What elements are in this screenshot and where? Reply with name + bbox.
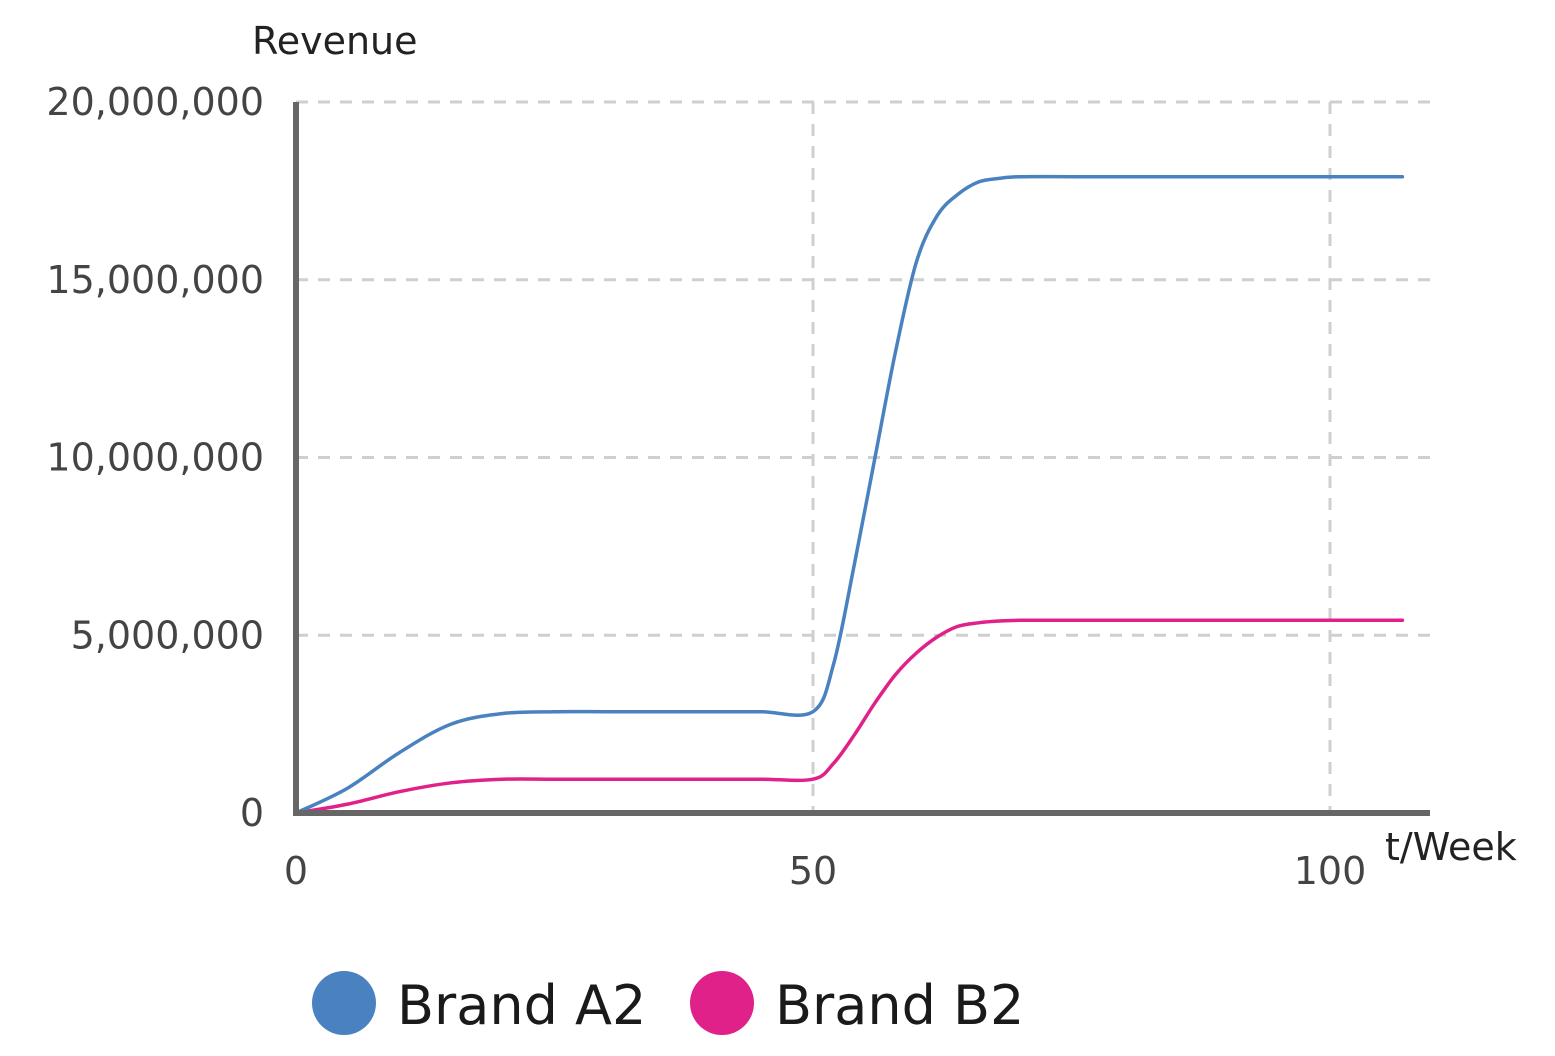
y-tick-label: 20,000,000 bbox=[46, 80, 264, 124]
y-tick-label: 15,000,000 bbox=[46, 258, 264, 302]
legend-swatch bbox=[690, 971, 754, 1035]
x-tick-label: 100 bbox=[1294, 849, 1367, 893]
y-axis-title: Revenue bbox=[252, 19, 418, 63]
legend: Brand A2 Brand B2 bbox=[312, 971, 1024, 1037]
series-layer bbox=[294, 174, 1405, 815]
x-tick-label: 0 bbox=[284, 849, 308, 893]
series-line-brand-a2 bbox=[294, 174, 1405, 815]
series-line-brand-b2 bbox=[294, 618, 1405, 815]
y-tick-label: 5,000,000 bbox=[71, 613, 264, 657]
legend-label: Brand A2 bbox=[397, 974, 646, 1037]
y-tick-label: 0 bbox=[240, 791, 264, 835]
x-tick-label: 50 bbox=[789, 849, 837, 893]
legend-swatch bbox=[312, 971, 376, 1035]
x-axis-title: t/Week bbox=[1385, 825, 1517, 869]
tick-label-layer: 0 5,000,000 10,000,000 15,000,000 20,000,000… bbox=[46, 80, 1366, 893]
legend-label: Brand B2 bbox=[775, 974, 1024, 1037]
grid-layer bbox=[296, 100, 1430, 813]
y-tick-label: 10,000,000 bbox=[46, 436, 264, 480]
axis-layer bbox=[293, 102, 1430, 816]
